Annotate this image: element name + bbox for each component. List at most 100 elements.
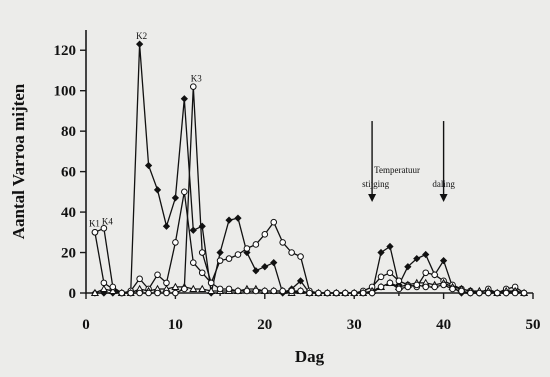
series-1-point	[162, 222, 171, 230]
series-4-point	[189, 83, 197, 90]
series-4-point	[234, 287, 242, 295]
series-4-point	[315, 289, 322, 297]
series-4-point	[109, 283, 117, 291]
series-4-point	[395, 285, 403, 293]
series-2-point	[431, 271, 438, 279]
y-tick-label: 80	[61, 124, 76, 140]
series-4-point	[377, 283, 385, 291]
annotation-k4: K4	[102, 216, 113, 226]
series-2	[91, 188, 528, 297]
annotation-k1: K1	[89, 218, 100, 228]
x-tick-label: 30	[347, 317, 362, 333]
series-4-point	[127, 289, 134, 297]
series-3-point	[90, 288, 99, 297]
series-2-point	[377, 273, 385, 281]
series-2-point	[181, 188, 188, 196]
series-1-point	[136, 40, 144, 48]
series-2-point	[252, 241, 260, 248]
series-4-point	[163, 289, 170, 297]
series-4-point	[243, 287, 251, 295]
series-4-point	[288, 287, 295, 295]
series-4-point	[476, 289, 483, 297]
series-2-point	[136, 275, 143, 283]
series-3-point	[108, 286, 117, 295]
series-1-point	[270, 259, 278, 267]
series-1-point	[171, 194, 180, 202]
arrow-2-head	[439, 193, 448, 202]
series-2-point	[279, 239, 286, 246]
series-2-point	[261, 231, 269, 238]
y-tick-label: 120	[54, 43, 77, 59]
series-4-point	[350, 289, 358, 297]
series-4-point	[91, 229, 99, 236]
series-2-point	[189, 259, 197, 266]
series-4-point	[467, 289, 474, 297]
y-tick-label: 0	[69, 286, 77, 302]
annotation-stijging: stijging	[362, 179, 390, 189]
axes: 0 20 40 60 80 100 120 0 10 20 30 40 50	[54, 30, 541, 333]
x-tick-label: 40	[436, 317, 451, 333]
series-4-point	[297, 287, 304, 295]
series-1-point	[252, 267, 260, 275]
series-1-point	[234, 214, 242, 222]
series-1-point	[198, 222, 206, 230]
y-tick-label: 40	[61, 205, 76, 221]
series-4-point	[511, 289, 519, 297]
series-1-line	[94, 43, 525, 294]
series-1-point	[439, 257, 448, 265]
series-1-point	[225, 216, 233, 224]
series-1-point	[386, 242, 394, 251]
y-axis-title: Aantal Varroa mijten	[9, 83, 28, 239]
series-2-line	[94, 191, 525, 294]
annotation-k2: K2	[136, 31, 147, 41]
series-3-point	[207, 286, 216, 295]
x-axis-title: Dag	[295, 347, 325, 366]
series-1-point	[144, 161, 153, 170]
series-1-point	[413, 254, 421, 263]
series-4-point	[449, 285, 456, 293]
series-2-point	[154, 271, 161, 279]
series-1	[91, 40, 528, 297]
arrow-1-head	[368, 193, 377, 202]
series-4-point	[172, 289, 179, 297]
series-3-point	[99, 284, 108, 293]
annotations: K1K4K2K3Temperatuurstijgingdaling	[89, 31, 455, 228]
series-2-point	[243, 245, 251, 252]
x-tick-label: 0	[82, 317, 90, 333]
annotation-temperatuur: Temperatuur	[374, 165, 420, 175]
series-4-point	[404, 283, 412, 291]
series-4-point	[216, 285, 224, 293]
series-4-point	[520, 289, 528, 297]
series-4-point	[261, 287, 269, 295]
series-4-point	[341, 289, 349, 297]
series-4-point	[207, 279, 215, 287]
series-1-point	[189, 226, 197, 234]
series-4-point	[413, 281, 421, 289]
series-2-point	[234, 251, 242, 258]
series-1-point	[216, 248, 224, 257]
series-3-point	[189, 284, 198, 293]
series-1-point	[422, 250, 430, 259]
series-4-point	[181, 285, 188, 293]
x-tick-label: 20	[257, 317, 272, 333]
series-1-point	[261, 263, 269, 271]
series-4-point	[100, 224, 108, 232]
series-4-point	[118, 289, 126, 297]
series-4-point	[458, 287, 465, 295]
series-4-point	[440, 281, 447, 289]
series-4-point	[154, 289, 161, 297]
series-group	[90, 40, 529, 297]
series-4-point	[145, 289, 152, 297]
series-2-point	[225, 255, 233, 262]
y-tick-label: 60	[61, 165, 76, 181]
y-tick-label: 100	[54, 84, 77, 100]
series-4-point	[198, 249, 206, 256]
series-2-point	[198, 269, 206, 277]
series-2-point	[216, 257, 224, 264]
series-4-point	[431, 283, 438, 291]
series-1-point	[377, 248, 385, 257]
x-tick-label: 50	[526, 317, 541, 333]
series-4-point	[485, 289, 492, 297]
series-2-point	[297, 253, 304, 260]
